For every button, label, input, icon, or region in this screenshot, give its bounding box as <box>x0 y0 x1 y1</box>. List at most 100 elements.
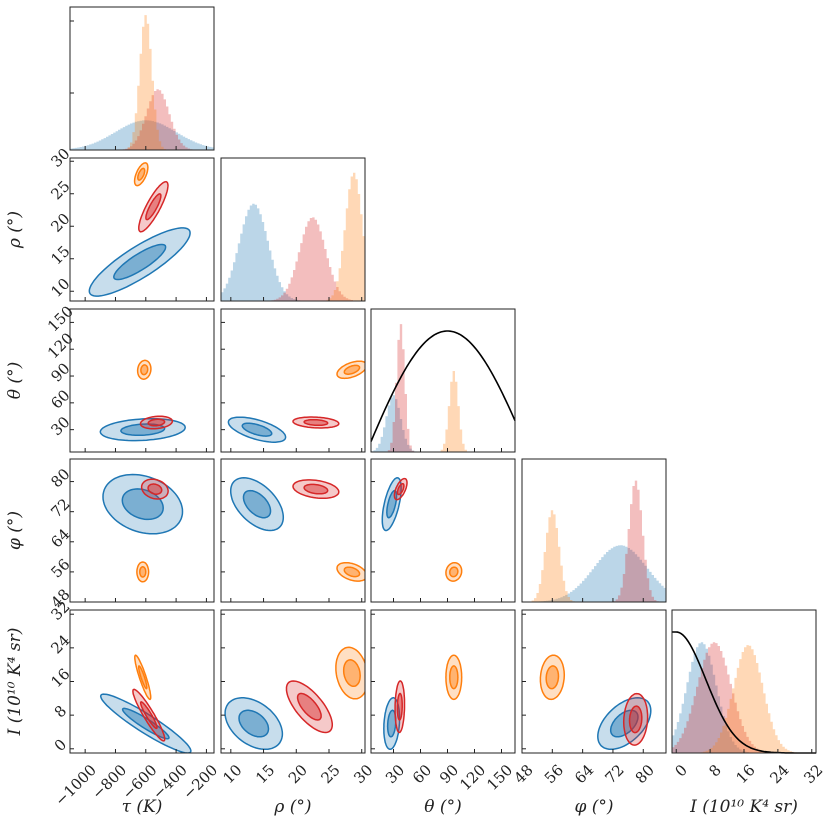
contour-outer-red <box>139 415 174 430</box>
panel-tau-phi <box>102 473 184 583</box>
ytick-label-I: 8 <box>51 702 70 721</box>
xtick-label-theta: 30 <box>382 761 408 787</box>
xtick-label-theta: 150 <box>483 761 516 794</box>
contour-outer-orange <box>335 646 365 700</box>
contour-outer-blue <box>99 417 186 442</box>
contour-inner-orange <box>545 665 560 690</box>
xtick-label-I: 8 <box>705 761 724 780</box>
hist-tau-blue <box>70 120 214 150</box>
contour-inner-blue <box>113 243 167 281</box>
contour-inner-blue <box>241 422 273 437</box>
ytick-label-theta: 150 <box>44 302 77 335</box>
contour-outer-red <box>285 680 334 734</box>
panel-theta-I <box>383 654 463 751</box>
xlabel-I: I (10¹⁰ K⁴ sr) <box>689 797 798 817</box>
hist-rho-red <box>221 217 365 301</box>
xtick-label-I: 24 <box>766 761 792 787</box>
xlabel-rho: ρ (°) <box>273 797 311 817</box>
contour-inner-orange <box>342 659 361 688</box>
contour-inner-orange <box>139 566 147 578</box>
xtick-label-I: 32 <box>800 761 826 787</box>
axes-rho-theta <box>220 308 366 453</box>
contour-inner-orange <box>137 664 148 690</box>
xtick-label-tau: −200 <box>179 761 221 803</box>
hist-phi-orange <box>522 510 666 602</box>
contour-outer-red <box>140 478 169 500</box>
contour-inner-red <box>139 701 158 730</box>
panel-tau-I <box>99 654 192 753</box>
hist-phi-blue <box>522 545 666 602</box>
ylabel-phi: φ (°) <box>5 511 25 550</box>
contour-outer-blue <box>224 697 284 751</box>
hist-rho-blue <box>221 203 365 301</box>
hist-I-blue <box>672 642 816 753</box>
contour-outer-orange <box>539 654 566 701</box>
contour-inner-blue <box>386 709 397 738</box>
contour-outer-blue <box>229 477 285 532</box>
contour-inner-orange <box>343 566 361 578</box>
contour-inner-red <box>147 483 163 495</box>
xtick-label-phi: 48 <box>511 761 537 787</box>
contour-outer-red <box>292 416 340 429</box>
marginal-rho <box>221 172 365 301</box>
contour-inner-orange <box>140 364 149 376</box>
xtick-label-phi: 56 <box>541 761 567 787</box>
contour-outer-blue <box>227 416 287 443</box>
panel-tau-theta <box>99 359 186 442</box>
contour-outer-orange <box>136 561 150 583</box>
contour-inner-blue <box>120 423 166 437</box>
hist-tau-red <box>70 89 214 150</box>
axes-theta-theta <box>370 308 516 453</box>
contour-inner-orange <box>449 566 459 578</box>
contour-outer-red <box>622 692 649 746</box>
axes-rho-phi <box>220 458 366 603</box>
xtick-label-theta: 60 <box>409 761 435 787</box>
ytick-label-theta: 120 <box>44 329 77 362</box>
ytick-label-I: 0 <box>51 736 70 755</box>
xlabel-tau: τ (K) <box>122 797 163 817</box>
axes-tau-phi <box>69 458 215 603</box>
axes-tau-tau <box>69 6 215 151</box>
prior-theta <box>370 330 516 442</box>
hist-theta-blue <box>371 395 515 452</box>
xtick-label-phi: 72 <box>601 761 627 787</box>
hist-rho-orange <box>221 172 365 301</box>
contour-inner-blue <box>238 709 270 738</box>
hist-tau-orange <box>70 15 214 150</box>
xtick-label-theta: 120 <box>456 761 489 794</box>
axes-rho-rho <box>220 157 366 302</box>
panel-rho-phi <box>229 477 365 582</box>
xtick-label-I: 16 <box>733 761 759 787</box>
hist-I-orange <box>672 645 816 753</box>
xtick-label-phi: 64 <box>571 761 597 787</box>
contour-inner-red <box>396 692 403 721</box>
xtick-label-rho: 10 <box>219 761 245 787</box>
panel-phi-I <box>539 654 652 751</box>
marginal-theta <box>370 324 516 452</box>
xtick-label-phi: 80 <box>632 761 658 787</box>
contour-inner-red <box>396 482 405 496</box>
marginal-I <box>672 631 816 754</box>
xtick-label-rho: 15 <box>252 761 278 787</box>
ylabel-theta: θ (°) <box>5 362 25 399</box>
contour-outer-blue <box>381 477 402 532</box>
panel-theta-phi <box>381 477 463 582</box>
ylabel-I: I (10¹⁰ K⁴ sr) <box>5 628 25 737</box>
contour-inner-red <box>147 418 166 427</box>
xtick-label-rho: 30 <box>350 761 376 787</box>
contour-inner-red <box>296 692 322 721</box>
contour-outer-red <box>292 479 340 500</box>
marginal-tau <box>70 15 214 150</box>
xlabel-theta: θ (°) <box>424 797 461 817</box>
contour-inner-orange <box>449 665 459 690</box>
xtick-label-I: 0 <box>672 761 691 780</box>
contour-inner-red <box>145 193 162 221</box>
axes-phi-phi <box>521 458 667 603</box>
xtick-label-rho: 20 <box>285 761 311 787</box>
hist-I-red <box>672 642 816 753</box>
contour-inner-red <box>303 483 329 495</box>
contour-outer-red <box>394 680 406 734</box>
contour-inner-orange <box>137 167 146 181</box>
ylabel-rho: ρ (°) <box>5 211 25 249</box>
